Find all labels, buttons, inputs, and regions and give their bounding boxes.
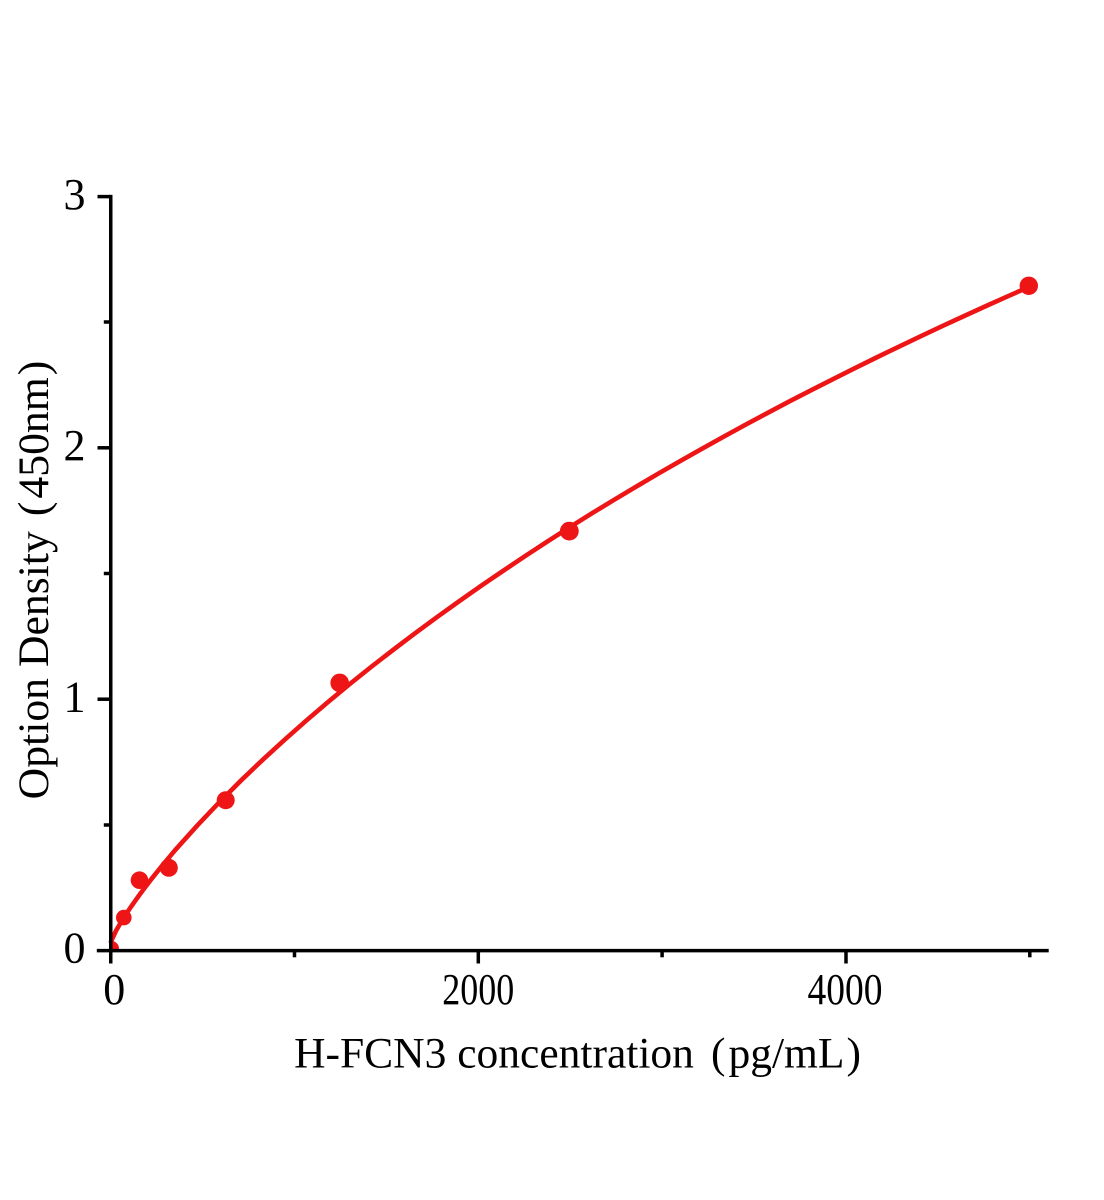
svg-text:3: 3 <box>64 170 86 219</box>
svg-text:0: 0 <box>64 924 86 973</box>
svg-text:H-FCN3 concentration(pg/mL): H-FCN3 concentration (pg/mL) <box>294 1030 861 1078</box>
svg-text:1: 1 <box>64 672 86 721</box>
svg-text:Option Density(450nm): Option Density(450nm) <box>10 361 58 800</box>
svg-text:2: 2 <box>64 421 86 470</box>
svg-text:2000: 2000 <box>442 965 514 1014</box>
svg-text:0: 0 <box>103 965 125 1014</box>
svg-text:4000: 4000 <box>808 965 883 1014</box>
